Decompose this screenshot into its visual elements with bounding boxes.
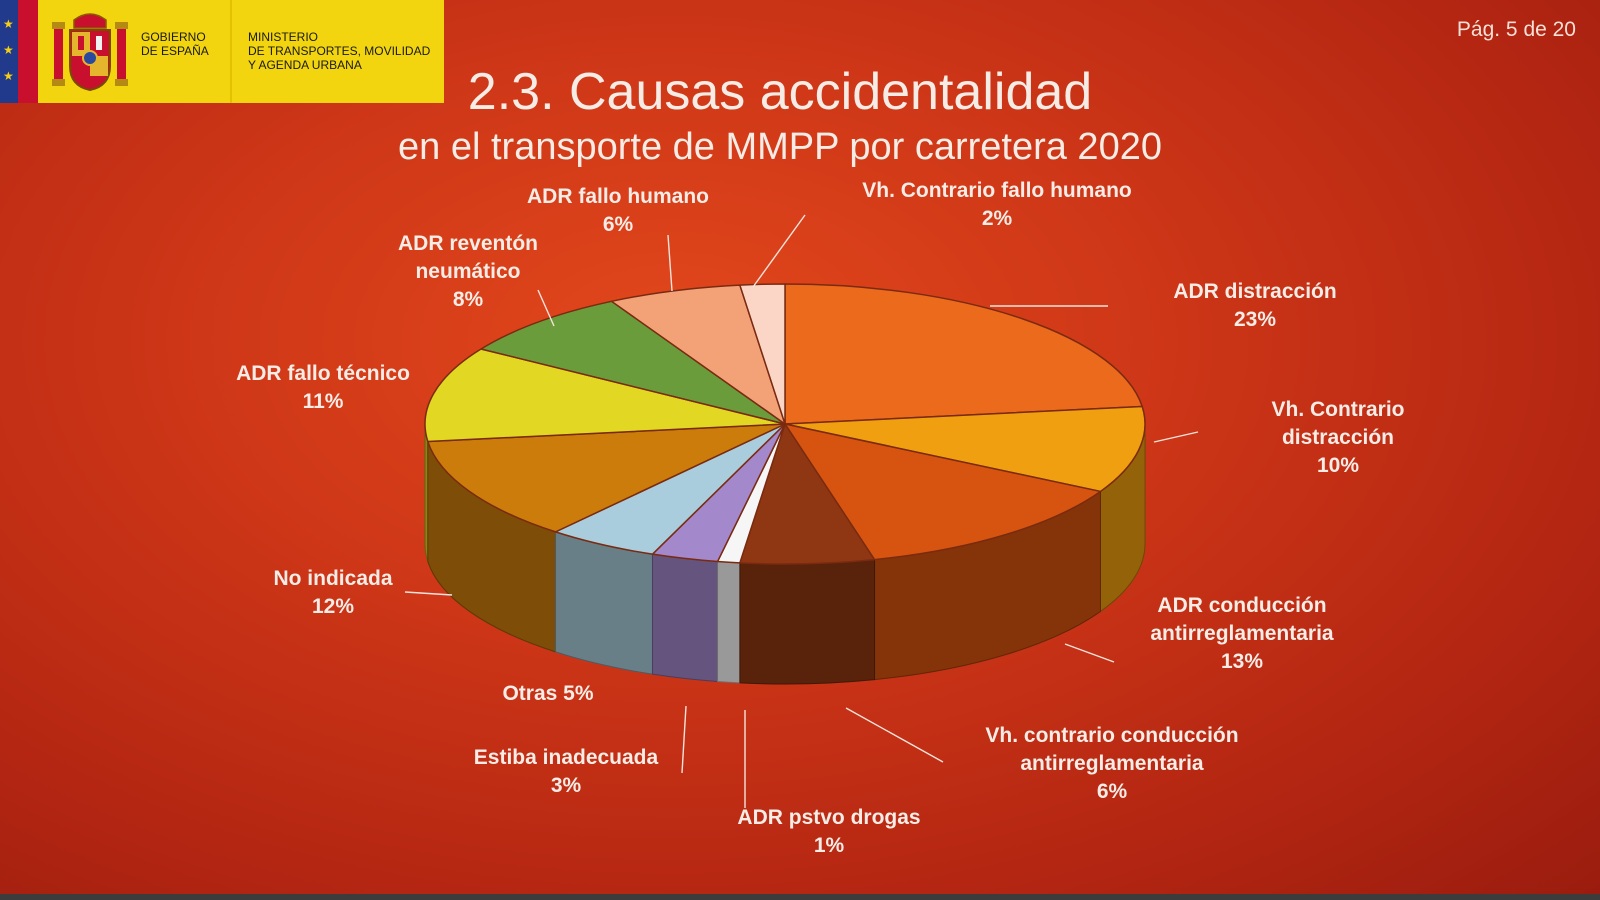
slice-label: Vh. Contrario fallo humano 2% <box>862 179 1132 230</box>
slice-label: ADR conducción antirreglamentaria 13% <box>1150 594 1334 673</box>
leader-line <box>1064 643 1115 663</box>
pie-slice-side <box>555 531 653 675</box>
pie-slice-side <box>651 553 719 683</box>
pie-slice-side <box>739 559 876 685</box>
pie-slice <box>784 405 1146 493</box>
slice-label: Estiba inadecuada 3% <box>474 746 659 797</box>
flag-red-band <box>18 0 38 103</box>
pie-slice <box>610 284 786 425</box>
slice-label: Vh. Contrario distracción 10% <box>1271 398 1404 477</box>
leader-line <box>752 214 806 288</box>
pie-slice <box>784 423 1102 561</box>
government-logo-block: GOBIERNO DE ESPAÑA MINISTERIO DE TRANSPO… <box>38 0 444 103</box>
chart-title: 2.3. Causas accidentalidad <box>467 63 1093 121</box>
leader-line <box>537 289 555 327</box>
ministry-label: MINISTERIO DE TRANSPORTES, MOVILIDAD Y A… <box>248 30 431 72</box>
slice-label: No indicada 12% <box>273 567 392 618</box>
slice-label: Vh. contrario conducción antirreglamentar… <box>985 724 1238 803</box>
pie-slice <box>427 423 786 533</box>
slice-label: ADR reventón neumático 8% <box>398 232 538 311</box>
slice-label: Otras 5% <box>502 682 593 705</box>
leader-line <box>845 707 944 763</box>
slice-label: ADR fallo humano 6% <box>527 185 709 236</box>
pie-slice <box>480 300 786 425</box>
pie-slice <box>739 283 786 425</box>
pie-slice-side <box>717 560 741 684</box>
chart-subtitle: en el transporte de MMPP por carretera 2… <box>398 126 1162 168</box>
leader-line <box>667 234 673 292</box>
eu-star-icon: ★ <box>3 43 14 57</box>
pie-slice <box>784 283 1143 425</box>
pie-slice <box>424 348 786 443</box>
leader-line <box>1153 431 1199 443</box>
eu-star-icon: ★ <box>3 69 14 83</box>
pie-slice <box>739 423 876 565</box>
page-indicator: Pág. 5 de 20 <box>1456 18 1576 41</box>
coat-of-arms-icon <box>52 13 128 92</box>
bottom-bar <box>0 894 1600 900</box>
slice-label: ADR pstvo drogas 1% <box>737 806 920 857</box>
slice-label: ADR distracción 23% <box>1173 280 1336 331</box>
government-label: GOBIERNO DE ESPAÑA <box>141 30 209 58</box>
leader-line <box>681 705 687 774</box>
eu-star-icon: ★ <box>3 17 14 31</box>
slice-label: ADR fallo técnico 11% <box>236 362 410 413</box>
leader-line <box>404 591 453 596</box>
logo-divider <box>230 0 232 103</box>
eu-flag-strip: ★ ★ ★ <box>0 0 18 103</box>
